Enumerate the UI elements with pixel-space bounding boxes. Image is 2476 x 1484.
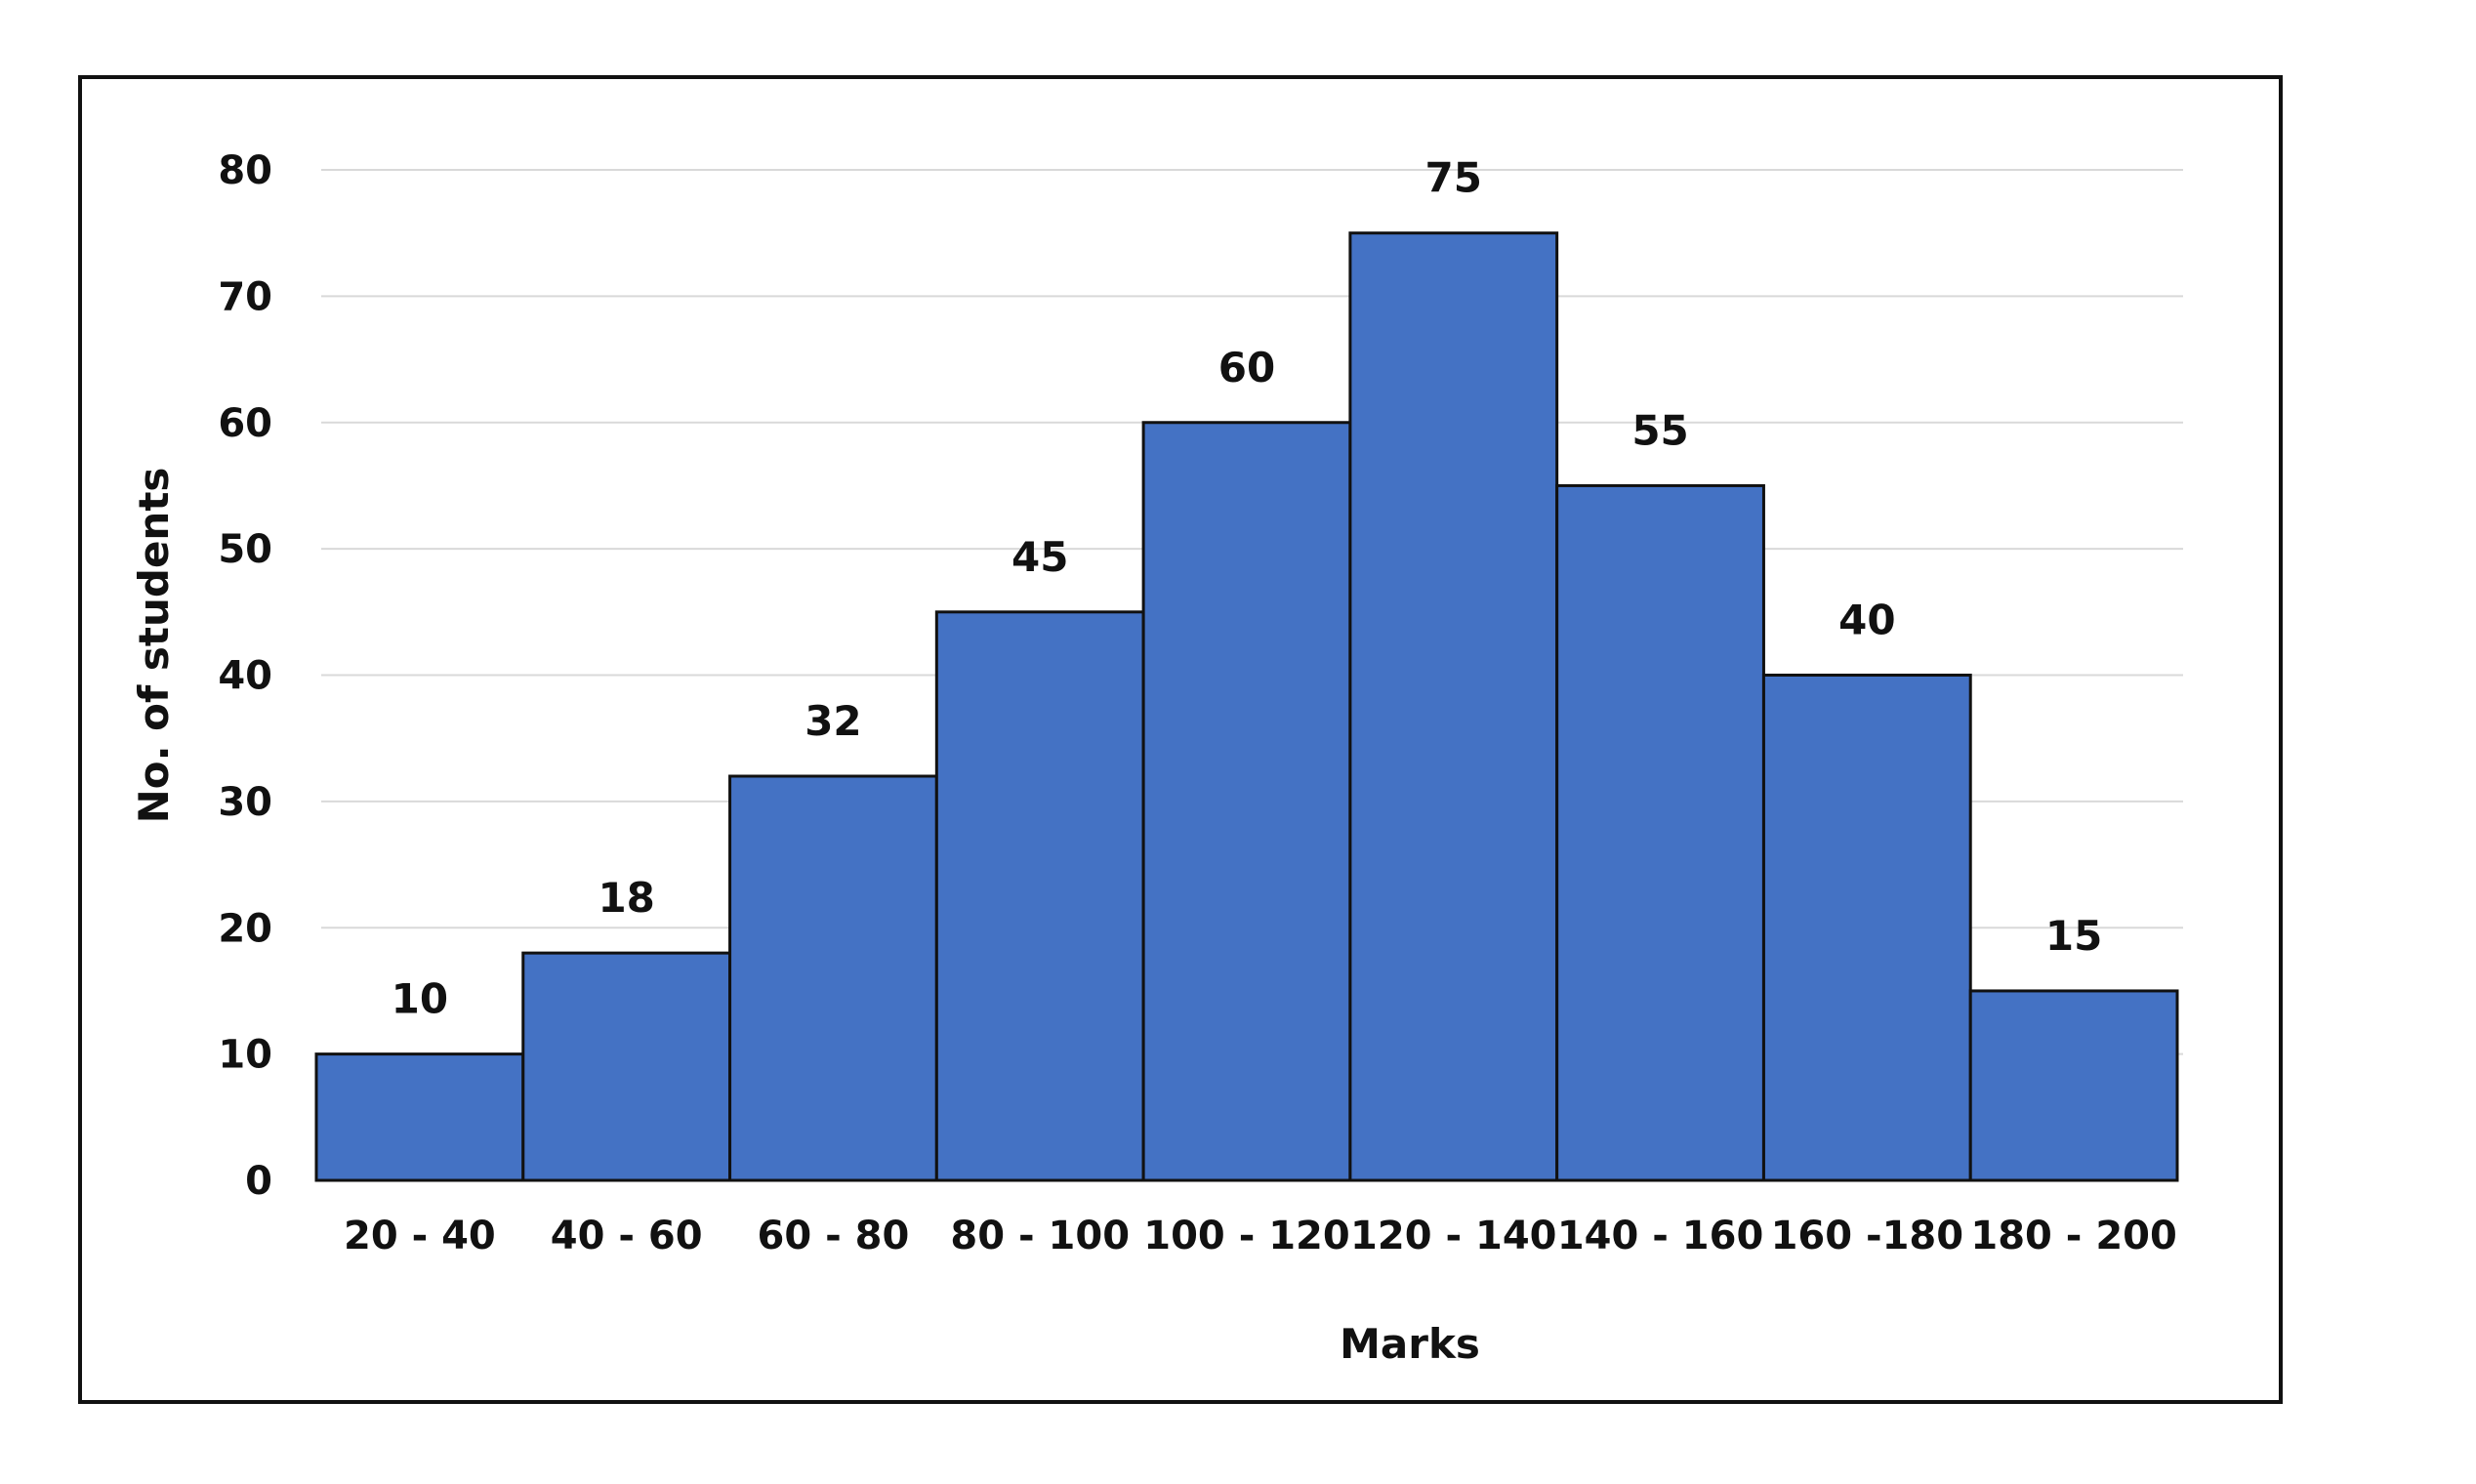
x-tick-label: 180 - 200 xyxy=(1970,1214,2176,1258)
bar xyxy=(728,774,938,1182)
y-tick-label: 20 xyxy=(218,906,272,951)
y-tick-label: 70 xyxy=(218,274,272,319)
y-tick-label: 60 xyxy=(218,401,272,446)
y-tick-label: 50 xyxy=(218,527,272,572)
x-tick-label: 60 - 80 xyxy=(758,1214,910,1258)
data-label: 10 xyxy=(392,975,448,1023)
x-tick-label: 160 -180 xyxy=(1771,1214,1964,1258)
bar xyxy=(1761,674,1972,1182)
data-label: 75 xyxy=(1425,154,1482,202)
data-labels: 10 18 32 45 60 75 55 40 15 xyxy=(392,154,2103,1023)
y-axis-title: No. of students xyxy=(130,468,178,824)
data-label: 60 xyxy=(1218,344,1275,392)
data-label: 15 xyxy=(2045,912,2102,960)
x-tick-label: 20 - 40 xyxy=(344,1214,496,1258)
histogram-chart: 0 10 20 30 40 50 60 70 80 10 18 32 45 60 75 55 40 15 20 … xyxy=(130,148,2183,1368)
bar xyxy=(1141,421,1352,1182)
y-tick-label: 80 xyxy=(218,148,272,193)
bar xyxy=(314,1052,525,1182)
data-label: 40 xyxy=(1838,597,1895,644)
x-axis-ticks: 20 - 40 40 - 60 60 - 80 80 - 100 100 - 120 12… xyxy=(344,1214,2177,1258)
x-tick-label: 100 - 120 xyxy=(1143,1214,1349,1258)
bar xyxy=(1348,231,1559,1182)
y-tick-label: 0 xyxy=(245,1159,272,1204)
x-tick-label: 140 - 160 xyxy=(1557,1214,1763,1258)
data-label: 55 xyxy=(1631,406,1688,454)
bar xyxy=(934,610,1145,1182)
x-tick-label: 120 - 140 xyxy=(1350,1214,1556,1258)
bar xyxy=(521,951,732,1182)
bar xyxy=(1555,483,1765,1182)
x-axis-title: Marks xyxy=(1340,1320,1480,1368)
x-tick-label: 80 - 100 xyxy=(950,1214,1130,1258)
data-label: 18 xyxy=(598,874,654,922)
y-tick-label: 30 xyxy=(218,780,272,825)
y-tick-label: 10 xyxy=(218,1033,272,1078)
y-tick-label: 40 xyxy=(218,654,272,699)
chart-frame: 0 10 20 30 40 50 60 70 80 10 18 32 45 60 75 55 40 15 20 … xyxy=(78,75,2283,1404)
bar xyxy=(1968,989,2179,1182)
data-label: 45 xyxy=(1011,533,1068,581)
data-label: 32 xyxy=(805,697,861,745)
y-axis-ticks: 0 10 20 30 40 50 60 70 80 xyxy=(218,148,272,1204)
x-tick-label: 40 - 60 xyxy=(551,1214,703,1258)
bars xyxy=(314,231,2179,1182)
